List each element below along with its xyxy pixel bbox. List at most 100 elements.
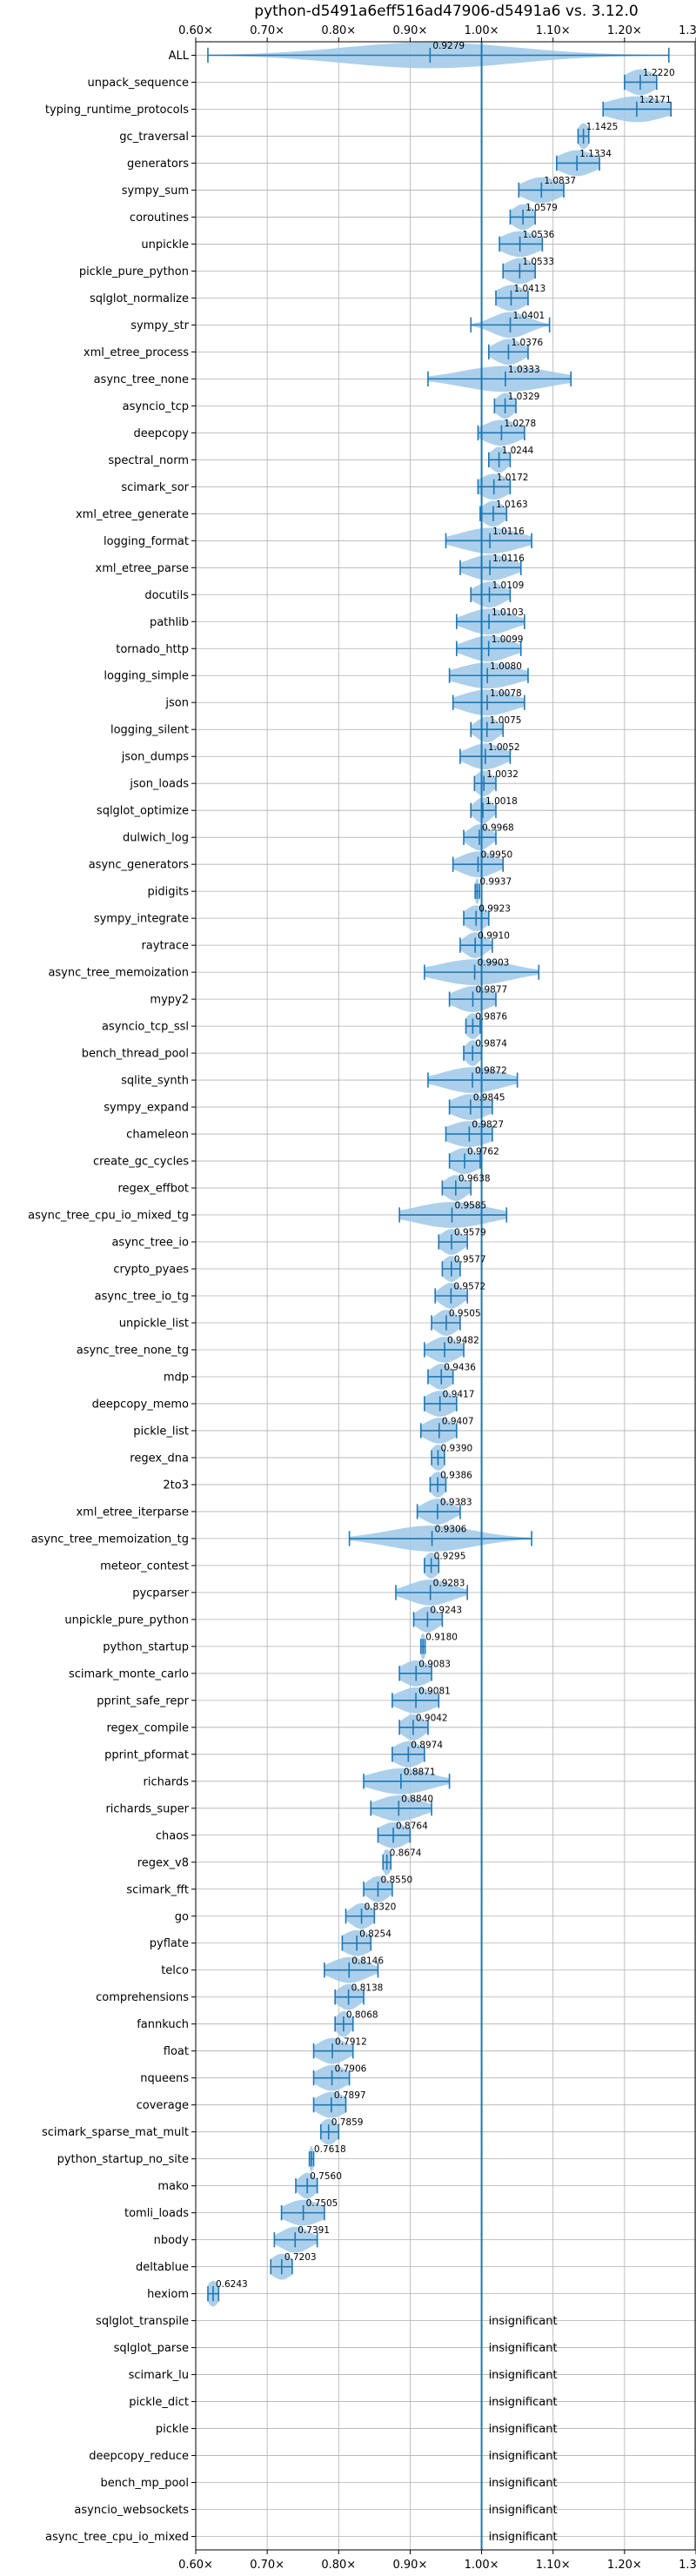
benchmark-label: docutils: [144, 589, 189, 602]
benchmark-label: pidigits: [148, 886, 190, 899]
benchmark-label: chaos: [156, 1829, 189, 1842]
value-label: 0.9923: [478, 904, 511, 915]
benchmark-label: sqlite_synth: [121, 1075, 189, 1088]
value-label: 0.9877: [475, 985, 507, 996]
value-label: 0.9903: [478, 958, 510, 969]
tick-label-bottom: 1.10×: [536, 2559, 571, 2572]
value-label: 0.9243: [430, 1605, 462, 1615]
value-label: 0.7859: [331, 2117, 364, 2128]
value-label: 0.7203: [284, 2252, 317, 2263]
value-label: 1.0099: [492, 634, 524, 645]
insignificant-label: insignificant: [489, 2315, 558, 2328]
benchmark-label: 2to3: [163, 1479, 189, 1492]
value-label: 0.9577: [454, 1255, 486, 1265]
benchmark-label: scimark_sparse_mat_mult: [42, 2126, 189, 2139]
benchmark-label: xml_etree_parse: [96, 562, 189, 575]
benchmark-label: go: [175, 1910, 189, 1923]
benchmark-label: sqlglot_transpile: [96, 2315, 189, 2328]
benchmark-label: crypto_pyaes: [113, 1264, 189, 1277]
value-label: 0.9572: [453, 1282, 485, 1292]
benchmark-label: async_tree_none_tg: [77, 1344, 189, 1357]
benchmark-label: regex_dna: [130, 1452, 189, 1465]
benchmark-label: async_generators: [89, 859, 190, 872]
benchmark-label: scimark_monte_carlo: [69, 1667, 189, 1680]
value-label: 0.8068: [346, 2009, 378, 2020]
value-label: 1.0032: [486, 769, 519, 780]
benchmark-label: python_startup_no_site: [57, 2153, 189, 2166]
value-label: 0.9876: [475, 1012, 507, 1023]
benchmark-label: async_tree_io: [111, 1237, 189, 1250]
insignificant-label: insignificant: [489, 2342, 558, 2355]
benchmark-label: async_tree_none: [94, 373, 189, 386]
benchmark-label: telco: [161, 1964, 189, 1977]
value-label: 0.9910: [478, 931, 510, 942]
value-label: 0.9390: [440, 1443, 472, 1453]
benchmark-label: sqlglot_optimize: [97, 805, 189, 818]
benchmark-label: asyncio_tcp: [123, 400, 189, 413]
benchmark-label: meteor_contest: [100, 1560, 189, 1573]
value-label: 1.1334: [579, 149, 612, 159]
value-label: 0.9295: [434, 1551, 466, 1561]
value-label: 1.0163: [496, 500, 528, 510]
tick-label-bottom: 0.80×: [321, 2559, 356, 2572]
value-label: 0.9383: [440, 1497, 472, 1507]
benchmark-label: chameleon: [126, 1129, 189, 1142]
benchmark-label: sympy_sum: [122, 184, 189, 198]
value-label: 1.0172: [497, 473, 529, 483]
benchmark-label: pickle_list: [133, 1425, 189, 1438]
benchmark-label: xml_etree_process: [84, 346, 189, 359]
benchmark-label: spectral_norm: [108, 454, 189, 467]
chart-title: python-d5491a6eff516ad47906-d5491a6 vs. …: [254, 3, 638, 20]
value-label: 0.8320: [365, 1902, 397, 1912]
tick-label-bottom: 1.30×: [679, 2559, 696, 2572]
tick-label-bottom: 0.90×: [393, 2559, 428, 2572]
value-label: 0.9081: [418, 1686, 451, 1696]
benchmark-label: sympy_str: [130, 319, 189, 332]
violins: [207, 42, 673, 2307]
benchmark-label: async_tree_memoization: [48, 967, 189, 980]
insignificant-label: insignificant: [489, 2396, 558, 2409]
tick-label-top: 0.70×: [250, 24, 284, 37]
labels: 0.9279 1.2220 1.2171 1.1425 1.1334 1.0837 1.05…: [216, 41, 675, 2544]
tick-label-top: 1.30×: [679, 24, 696, 37]
benchmark-label: sqlglot_parse: [114, 2342, 189, 2355]
benchmark-label: logging_silent: [110, 724, 189, 737]
value-label: 0.9827: [472, 1120, 504, 1130]
value-label: 0.9482: [447, 1336, 479, 1346]
value-label: 0.8974: [411, 1740, 443, 1750]
value-label: 0.9417: [443, 1390, 475, 1400]
tick-label-bottom: 1.00×: [465, 2559, 499, 2572]
value-label: 1.0333: [508, 365, 540, 375]
value-label: 0.9638: [458, 1174, 491, 1184]
value-label: 0.9505: [449, 1309, 481, 1319]
benchmark-label: deepcopy: [133, 427, 189, 440]
value-label: 0.7618: [314, 2144, 346, 2155]
value-label: 0.9386: [440, 1470, 472, 1480]
benchmark-label: unpickle_list: [119, 1317, 189, 1330]
value-label: 0.9872: [475, 1066, 507, 1077]
value-label: 0.9968: [482, 823, 514, 834]
benchmark-label: hexiom: [147, 2288, 189, 2301]
benchmark-label: richards: [144, 1775, 190, 1788]
value-label: 0.7897: [334, 2090, 366, 2101]
value-label: 0.8138: [351, 1982, 384, 1993]
value-label: 1.0413: [513, 284, 545, 294]
value-label: 0.9585: [454, 1201, 486, 1211]
benchmark-label: json: [164, 697, 189, 710]
value-label: 1.0401: [513, 311, 545, 321]
value-label: 0.9083: [418, 1659, 451, 1669]
value-label: 0.9283: [433, 1578, 465, 1588]
value-label: 1.2171: [639, 95, 672, 105]
value-label: 0.7505: [306, 2198, 338, 2209]
value-label: 0.8550: [380, 1875, 412, 1885]
benchmark-label: logging_format: [104, 535, 189, 548]
benchmark-label: create_gc_cycles: [93, 1156, 189, 1169]
benchmark-label: nqueens: [140, 2072, 189, 2085]
value-label: 0.9436: [444, 1363, 476, 1373]
value-label: 0.8674: [390, 1848, 422, 1858]
benchmark-label: mdp: [164, 1371, 189, 1384]
value-label: 1.0533: [522, 257, 554, 267]
benchmark-label: regex_compile: [106, 1721, 189, 1734]
benchmark-label: pickle_dict: [129, 2396, 189, 2409]
tick-label-top: 0.80×: [321, 24, 356, 37]
